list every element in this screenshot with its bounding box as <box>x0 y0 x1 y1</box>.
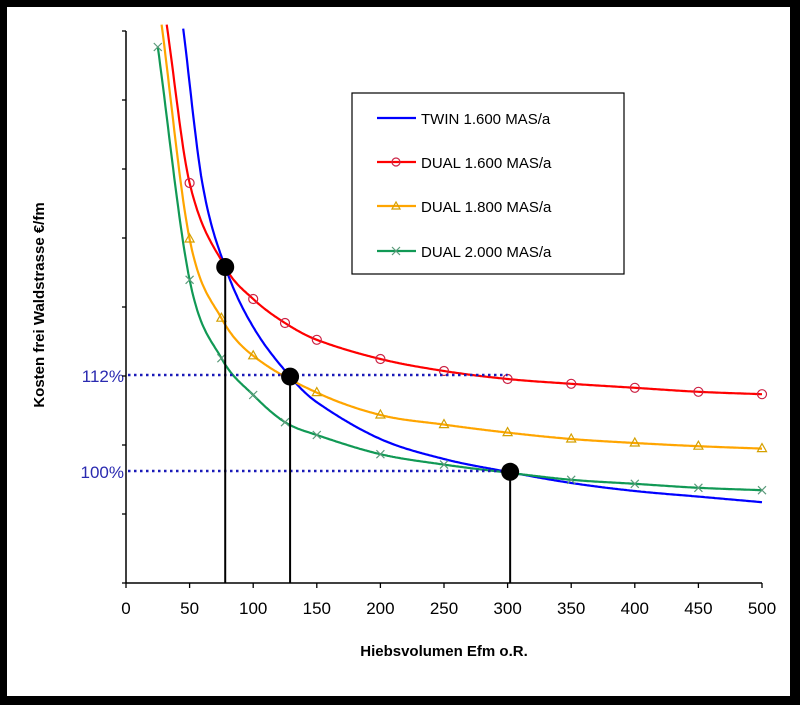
data-point-marker <box>185 275 195 285</box>
data-point-marker <box>439 460 449 470</box>
legend-marker-circle-icon <box>391 157 401 167</box>
x-axis-title: Hiebsvolumen Efm o.R. <box>360 643 528 660</box>
data-point-marker <box>153 42 163 52</box>
data-point-marker <box>566 378 577 389</box>
x-tick-label: 300 <box>493 599 521 618</box>
data-point-marker <box>375 353 386 365</box>
reference-lines-layer: 112% 100% <box>81 258 520 583</box>
x-tick-label: 150 <box>303 599 331 618</box>
data-point-marker <box>279 317 291 329</box>
data-point-marker <box>502 426 514 437</box>
data-point-marker <box>375 449 385 459</box>
y-axis-title: Kosten frei Waldstrasse €/fm <box>31 202 48 407</box>
axes <box>122 30 763 588</box>
x-tick-label: 450 <box>684 599 712 618</box>
data-point-marker <box>248 293 259 305</box>
data-point-marker <box>280 417 290 427</box>
series-line-0 <box>182 28 763 504</box>
data-point-marker <box>756 442 768 453</box>
data-point-marker <box>311 334 322 345</box>
highlight-point-1 <box>281 367 300 386</box>
data-point-marker <box>247 349 259 360</box>
data-point-marker <box>757 485 767 495</box>
legend-marker-x-icon <box>391 246 401 256</box>
legend-box <box>351 92 625 275</box>
data-point-marker <box>374 408 386 419</box>
x-tick-label: 100 <box>239 599 267 618</box>
x-tick-label: 50 <box>180 599 199 618</box>
reference-label-1: 100% <box>81 463 124 482</box>
data-point-marker <box>184 177 195 189</box>
data-point-marker <box>184 232 196 243</box>
highlight-point-0 <box>216 258 235 276</box>
x-tick-label: 200 <box>366 599 394 618</box>
x-tick-label: 500 <box>748 599 776 618</box>
x-tick-label: 0 <box>121 599 130 618</box>
data-point-marker <box>565 432 577 443</box>
legend-label-0: TWIN 1.600 MAS/a <box>421 111 551 128</box>
x-tick-label: 350 <box>557 599 585 618</box>
data-point-marker <box>311 386 323 397</box>
series-line-3 <box>156 46 762 492</box>
legend-label-3: DUAL 2.000 MAS/a <box>421 244 552 261</box>
data-point-marker <box>630 479 640 489</box>
data-point-marker <box>692 439 704 450</box>
data-point-marker <box>312 430 322 440</box>
legend-label-2: DUAL 1.800 MAS/a <box>421 199 552 216</box>
legend: TWIN 1.600 MAS/a DUAL 1.600 MAS/a DUAL 1.8… <box>351 92 625 275</box>
reference-label-0: 112% <box>82 367 124 386</box>
legend-label-1: DUAL 1.600 MAS/a <box>421 155 552 172</box>
data-point-marker <box>756 389 768 400</box>
data-point-marker <box>693 386 704 397</box>
data-point-marker <box>438 365 450 377</box>
data-point-marker <box>629 382 640 393</box>
x-tick-label: 400 <box>621 599 649 618</box>
data-point-marker <box>215 311 227 322</box>
data-point-marker <box>248 390 258 400</box>
legend-marker-triangle-icon <box>390 200 402 210</box>
series-line-2 <box>160 24 762 450</box>
data-point-marker <box>693 483 703 493</box>
data-point-marker <box>566 475 576 485</box>
data-point-marker <box>629 436 641 447</box>
data-point-marker <box>438 418 450 429</box>
data-point-marker <box>216 353 226 363</box>
highlight-point-2 <box>501 462 520 481</box>
x-tick-label: 250 <box>430 599 458 618</box>
x-tick-labels: 0 50 100 150 200 250 300 350 400 450 500 <box>121 599 776 618</box>
